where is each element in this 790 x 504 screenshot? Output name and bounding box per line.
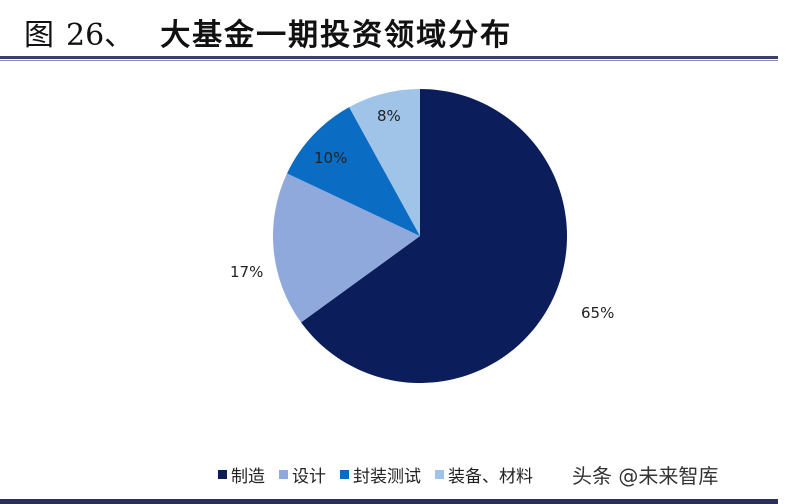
legend-swatch xyxy=(279,470,288,479)
legend-swatch xyxy=(218,470,227,479)
figure-prefix: 图 xyxy=(24,18,54,53)
title-rule-thin xyxy=(0,60,778,61)
pie-slice-0 xyxy=(301,89,567,384)
title-rule xyxy=(0,56,778,59)
watermark: 头条 @未来智库 xyxy=(572,464,719,488)
label-design: 17% xyxy=(230,263,264,281)
legend-swatch xyxy=(435,470,444,479)
figure-title-text: 大基金一期投资领域分布 xyxy=(160,18,513,53)
legend-swatch xyxy=(340,470,349,479)
legend-item-manufacturing: 制造 xyxy=(218,462,265,487)
label-equipment: 8% xyxy=(377,107,401,125)
legend: 制造 设计 封装测试 装备、材料 xyxy=(218,462,533,487)
legend-item-design: 设计 xyxy=(279,462,326,487)
label-packaging: 10% xyxy=(314,149,348,167)
label-manufacturing: 65% xyxy=(581,304,615,322)
bottom-rule xyxy=(0,499,778,504)
legend-item-packaging: 封装测试 xyxy=(340,462,421,487)
pie-slice-2 xyxy=(286,107,420,236)
legend-item-equipment: 装备、材料 xyxy=(435,462,533,487)
figure-title: 图 26、 大基金一期投资领域分布 xyxy=(24,10,512,54)
pie-slice-1 xyxy=(273,173,420,323)
pie-slice-3 xyxy=(349,89,420,236)
figure-number: 26、 xyxy=(66,18,135,53)
